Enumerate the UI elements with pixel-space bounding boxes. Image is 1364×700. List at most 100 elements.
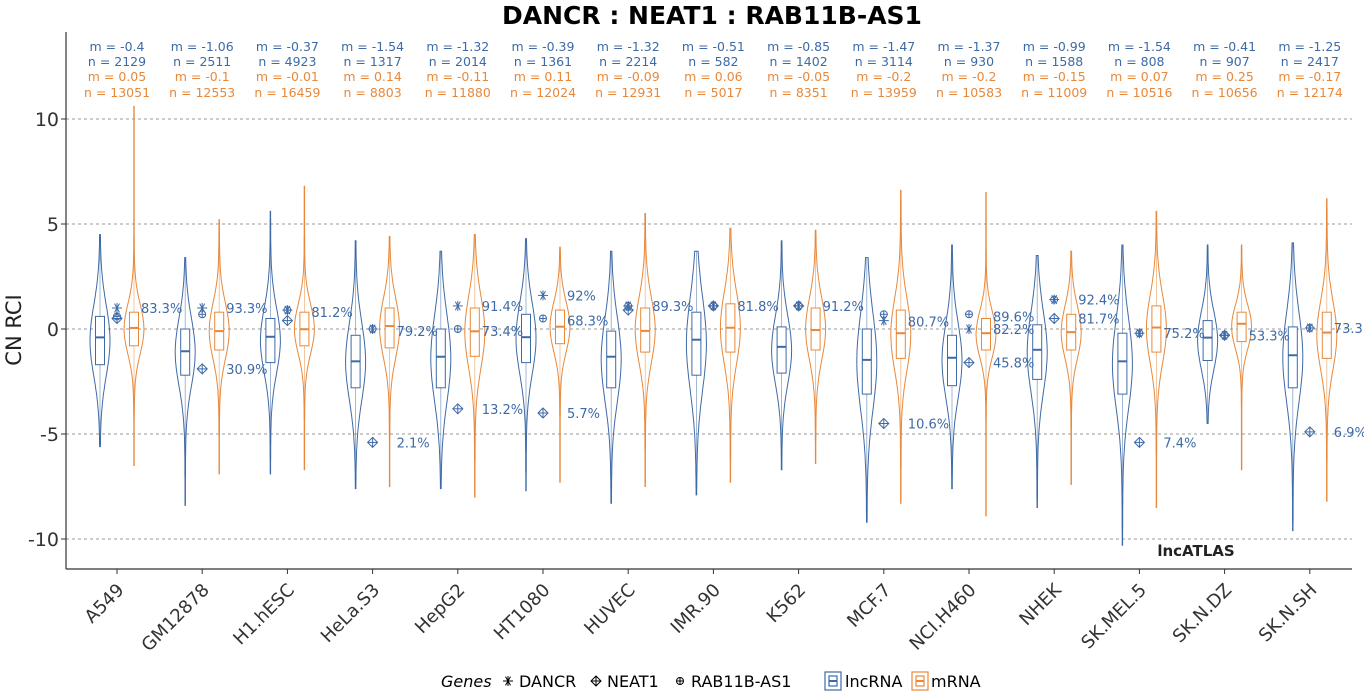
mrna-median-label: m = -0.1 <box>175 69 230 84</box>
dancr-marker <box>964 324 974 334</box>
lncrna-median-label: m = -1.54 <box>1108 39 1171 54</box>
violin-group <box>975 192 997 517</box>
percent-label: 91.4% <box>482 300 523 315</box>
lncrna-median-label: m = -0.4 <box>90 39 145 54</box>
percent-label: 6.9% <box>1334 426 1364 441</box>
rab11b-as1-marker <box>1050 295 1059 304</box>
percent-label: 13.2% <box>482 403 523 418</box>
x-tick-label: HUVEC <box>580 580 639 639</box>
mrna-count-label: n = 16459 <box>254 85 320 100</box>
lncrna-median-label: m = -0.51 <box>682 39 745 54</box>
percent-label: 81.2% <box>311 306 352 321</box>
percent-label: 81.8% <box>737 300 778 315</box>
x-tick-label: NHEK <box>1015 579 1066 630</box>
box <box>810 307 821 351</box>
violin-group <box>293 185 315 471</box>
rab11b-as1-marker <box>198 310 207 319</box>
lncrna-median-label: m = -1.32 <box>426 39 489 54</box>
percent-label: 80.7% <box>908 316 949 331</box>
percent-label: 91.2% <box>823 300 864 315</box>
neat1-marker <box>366 436 379 449</box>
box <box>435 328 446 389</box>
dancr-marker <box>112 303 122 313</box>
violin-group <box>634 213 656 487</box>
neat1-marker <box>1133 436 1146 449</box>
rab11b-as1-marker <box>624 301 633 310</box>
rab11b-as1-marker <box>965 310 973 319</box>
legend-label-mrna: mRNA <box>931 672 981 691</box>
grid-lines <box>66 118 1352 540</box>
rab11b-as1-marker <box>453 325 462 333</box>
neat1-marker <box>1304 426 1316 438</box>
neat1-marker <box>537 407 549 419</box>
violin-group <box>856 257 878 523</box>
neat1-marker <box>452 403 464 415</box>
x-tick-label: SK.MEL.5 <box>1077 580 1151 654</box>
legend: Genes DANCR NEAT1 RAB11B-AS1 lncRNA mRNA <box>441 671 981 691</box>
violin-group <box>685 250 707 496</box>
rab11b-as1-marker <box>1305 323 1314 332</box>
lncrna-count-label: n = 2417 <box>1281 54 1339 69</box>
x-tick-label: MCF.7 <box>843 580 895 632</box>
percent-label: 81.7% <box>1078 313 1119 328</box>
box <box>1032 324 1043 380</box>
legend-label-lncrna: lncRNA <box>845 672 902 691</box>
violin-group <box>259 210 281 475</box>
lncrna-count-label: n = 1402 <box>770 54 828 69</box>
watermark: lncATLAS <box>1157 542 1234 560</box>
x-tick-label: HT1080 <box>490 580 555 645</box>
mrna-median-label: m = -0.17 <box>1278 69 1341 84</box>
box <box>861 328 872 395</box>
box <box>1236 311 1247 343</box>
box <box>606 330 617 389</box>
y-tick-label: 5 <box>47 214 59 236</box>
mrna-median-label: m = 0.07 <box>1110 69 1168 84</box>
percent-label: 92% <box>567 289 596 304</box>
mrna-median-label: m = -0.2 <box>942 69 997 84</box>
x-tick-label: HeLa.S3 <box>317 580 384 647</box>
box <box>776 326 787 374</box>
mrna-count-label: n = 5017 <box>684 85 742 100</box>
violin-group <box>515 238 537 492</box>
box <box>1287 326 1298 389</box>
lncrna-median-label: m = -1.25 <box>1278 39 1341 54</box>
plot-area: 83.3% 93.3% 30.9% 81.2% 79.2% 2.1% 91.4% 73.4% 1… <box>89 105 1364 546</box>
percent-label: 79.2% <box>397 325 438 340</box>
mrna-count-label: n = 10583 <box>936 85 1002 100</box>
y-axis-ticks: -10 -5 0 5 10 <box>28 109 66 551</box>
violin-group <box>600 250 622 504</box>
violin-group <box>549 246 571 483</box>
lncrna-median-label: m = -1.47 <box>852 39 915 54</box>
mrna-count-label: n = 10656 <box>1192 85 1258 100</box>
legend-label-neat1: NEAT1 <box>607 672 659 691</box>
lncrna-median-label: m = -0.37 <box>256 39 319 54</box>
percent-label: 89.3% <box>652 300 693 315</box>
box <box>95 315 105 366</box>
rab11b-as1-marker <box>709 301 718 310</box>
mrna-count-label: n = 11880 <box>425 85 491 100</box>
lncrna-count-label: n = 3114 <box>855 54 913 69</box>
mrna-count-label: n = 12931 <box>595 85 661 100</box>
percent-label: 89.6% <box>993 310 1034 325</box>
neat1-marker <box>590 675 602 687</box>
mrna-median-label: m = 0.25 <box>1195 69 1253 84</box>
violin-group <box>771 240 793 471</box>
neat1-marker <box>963 356 975 369</box>
violin-group <box>1197 244 1219 424</box>
lncrna-median-label: m = -0.41 <box>1193 39 1256 54</box>
box <box>947 334 957 387</box>
lncrna-count-label: n = 4923 <box>258 54 316 69</box>
rab11b-as1-marker <box>283 306 292 315</box>
legend-swatch-mrna <box>911 671 929 691</box>
violin-group <box>430 250 452 490</box>
percent-label: 82.2% <box>993 323 1034 338</box>
mrna-count-label: n = 11009 <box>1021 85 1087 100</box>
percent-label: 45.8% <box>993 357 1034 372</box>
lncrna-count-label: n = 2511 <box>173 54 231 69</box>
percent-label: 10.6% <box>908 418 949 433</box>
x-tick-label: SK.N.DZ <box>1169 580 1236 647</box>
y-axis-label: CN RCI <box>2 294 26 365</box>
box <box>1117 332 1128 395</box>
lncrna-count-label: n = 2014 <box>429 54 487 69</box>
box <box>895 309 906 359</box>
